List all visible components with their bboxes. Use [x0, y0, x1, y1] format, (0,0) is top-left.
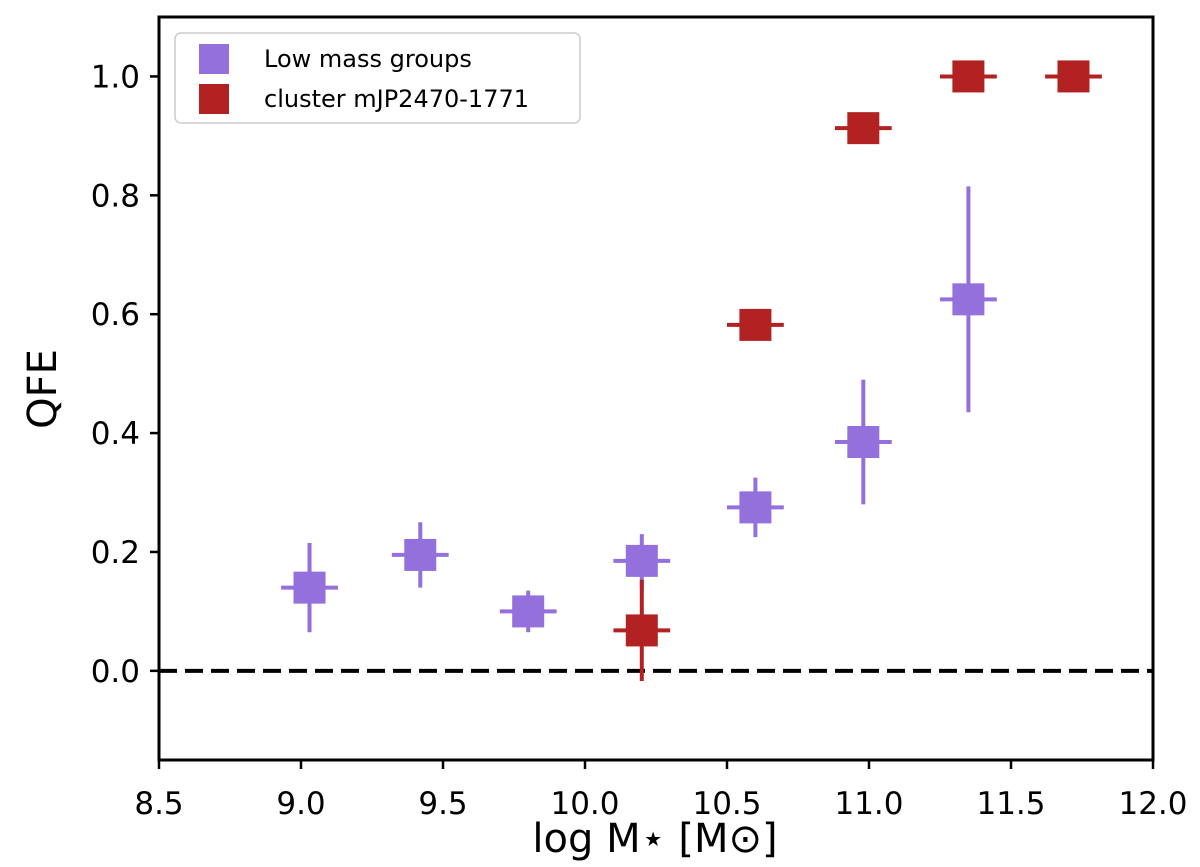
- data-point-marker: [847, 112, 880, 145]
- legend: Low mass groups cluster mJP2470-1771: [174, 32, 581, 124]
- y-tick-label: 0.8: [91, 178, 140, 214]
- data-point-marker: [847, 425, 880, 458]
- axis-ticks: 8.5 9.0 9.5 10.0 10.5 11.0 11.5 12.0 0.0 0.2 0.4 0.…: [91, 59, 1188, 822]
- series-0: [281, 186, 997, 633]
- data-point-marker: [739, 308, 772, 341]
- data-point-marker: [293, 571, 326, 604]
- y-axis-title: QFE: [20, 349, 66, 429]
- data-point-marker: [1057, 60, 1090, 93]
- plot-frame: [157, 15, 1155, 762]
- data-layer: [159, 60, 1153, 681]
- x-tick-label: 12.0: [1118, 786, 1187, 822]
- legend-swatch-low-mass-groups: [199, 44, 229, 74]
- x-tick-label: 9.0: [276, 786, 325, 822]
- x-tick-label: 8.5: [134, 786, 183, 822]
- legend-swatch-cluster: [199, 84, 229, 114]
- x-axis-title: log M⋆ [M⊙]: [532, 816, 777, 862]
- legend-label-low-mass-groups: Low mass groups: [264, 45, 472, 73]
- y-tick-label: 0.2: [91, 535, 140, 571]
- data-point-marker: [952, 60, 985, 93]
- data-point-marker: [952, 283, 985, 316]
- x-tick-label: 11.0: [834, 786, 903, 822]
- y-tick-label: 0.6: [91, 297, 140, 333]
- x-tick-label: 10.5: [692, 786, 761, 822]
- x-tick-label: 10.0: [550, 786, 619, 822]
- y-tick-label: 0.0: [91, 654, 140, 690]
- y-tick-label: 1.0: [91, 59, 140, 95]
- x-tick-label: 11.5: [976, 786, 1045, 822]
- y-tick-label: 0.4: [91, 416, 140, 452]
- data-point-marker: [625, 614, 658, 647]
- data-point-marker: [625, 544, 658, 577]
- x-tick-label: 9.5: [418, 786, 467, 822]
- series-1: [613, 60, 1102, 681]
- data-point-marker: [512, 595, 545, 628]
- data-point-marker: [739, 491, 772, 524]
- legend-label-cluster: cluster mJP2470-1771: [264, 85, 529, 113]
- data-point-marker: [404, 538, 437, 571]
- legend-box: [174, 32, 581, 124]
